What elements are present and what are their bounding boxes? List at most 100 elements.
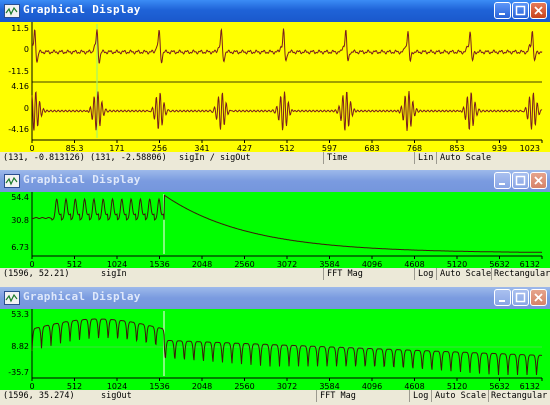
app-icon <box>4 4 20 18</box>
signal-trace-sigout <box>31 90 543 131</box>
close-button[interactable] <box>530 2 547 19</box>
x-tick-label: 5120 <box>447 382 467 390</box>
status-signal: sigIn <box>101 269 127 279</box>
x-tick-label: 1536 <box>149 382 169 390</box>
app-icon <box>4 291 20 305</box>
x-axis-ticks: 0 512 1024 1536 2048 2560 3072 3584 4096 4608 5120… <box>29 378 543 390</box>
status-signal: sigIn / sigOut <box>179 153 251 163</box>
y-tick-label: 6.73 <box>11 243 29 252</box>
window-title: Graphical Display <box>23 173 141 186</box>
close-button[interactable] <box>530 289 547 306</box>
minimize-button[interactable] <box>494 2 511 19</box>
x-tick-label: 85.3 <box>66 144 84 152</box>
plot-background <box>0 192 550 268</box>
window-title: Graphical Display <box>23 290 141 303</box>
x-tick-label: 3072 <box>277 260 297 268</box>
x-tick-label: 1536 <box>149 260 169 268</box>
plot-background <box>0 22 550 152</box>
x-tick-label: 939 <box>492 144 507 152</box>
y-tick-label: -11.5 <box>8 67 29 76</box>
y-tick-label: -35.7 <box>8 368 29 377</box>
x-tick-label: 5632 <box>489 260 509 268</box>
y-tick-label: -4.16 <box>8 125 29 134</box>
x-tick-label: 4096 <box>362 382 382 390</box>
maximize-button[interactable] <box>512 2 529 19</box>
x-tick-label: 3584 <box>319 260 339 268</box>
x-tick-label: 0 <box>29 260 34 268</box>
title-bar[interactable]: Graphical Display <box>0 287 550 309</box>
x-tick-label: 6132 <box>520 260 540 268</box>
y-tick-label: 11.5 <box>11 24 29 33</box>
x-tick-label: 597 <box>322 144 337 152</box>
x-tick-label: 4608 <box>404 382 424 390</box>
status-scale[interactable]: Lin <box>418 153 434 163</box>
status-bar: (131, -0.813126) (131, -2.58806) sigIn /… <box>0 152 550 165</box>
status-window-type[interactable]: Rectangular <box>494 269 550 279</box>
x-tick-label: 512 <box>67 260 82 268</box>
x-tick-label: 4608 <box>404 260 424 268</box>
status-coord: (1596, 52.21) <box>3 269 70 279</box>
fft-magnitude-trace <box>31 194 542 253</box>
x-tick-label: 341 <box>194 144 209 152</box>
x-axis-ticks: 0 85.3 171 256 341 427 512 597 683 768 853 939 1023 <box>29 140 543 152</box>
minimize-button[interactable] <box>494 289 511 306</box>
minimize-button[interactable] <box>494 172 511 189</box>
x-tick-label: 4096 <box>362 260 382 268</box>
status-scale[interactable]: Log <box>418 269 434 279</box>
window-title: Graphical Display <box>23 3 141 16</box>
x-tick-label: 1024 <box>107 382 127 390</box>
status-window-type[interactable]: Rectangular <box>491 391 548 401</box>
x-tick-label: 427 <box>237 144 252 152</box>
title-bar[interactable]: Graphical Display <box>0 170 550 192</box>
app-icon <box>4 174 20 188</box>
x-tick-label: 768 <box>407 144 422 152</box>
x-tick-label: 3072 <box>277 382 297 390</box>
status-axis: Time <box>327 153 348 163</box>
x-tick-label: 3584 <box>319 382 339 390</box>
x-tick-label: 6132 <box>520 382 540 390</box>
y-tick-label: 8.82 <box>11 342 29 351</box>
x-tick-label: 171 <box>109 144 124 152</box>
graphical-display-window-2: Graphical Display 54.4 30.8 6.73 0 512 102… <box>0 170 550 284</box>
x-tick-label: 2560 <box>234 382 254 390</box>
x-tick-label: 5632 <box>489 382 509 390</box>
status-mode[interactable]: Auto Scale <box>440 153 492 163</box>
status-axis: FFT Mag <box>327 269 363 279</box>
y-tick-label: 4.16 <box>11 82 29 91</box>
plot-area[interactable]: 53.3 8.82 -35.7 0 512 1024 1536 2048 2560 3072… <box>0 309 550 390</box>
fft-magnitude-trace <box>31 318 542 376</box>
signal-trace-sigin <box>31 27 543 64</box>
maximize-button[interactable] <box>512 172 529 189</box>
graphical-display-window-3: Graphical Display 53.3 8.82 -35.7 0 512 10… <box>0 287 550 405</box>
title-bar[interactable]: Graphical Display <box>0 0 550 22</box>
status-bar: (1596, 52.21) sigIn FFT Mag Log Auto Sca… <box>0 268 550 281</box>
y-tick-label: 30.8 <box>11 216 29 225</box>
x-tick-label: 512 <box>67 382 82 390</box>
y-tick-label: 53.3 <box>11 310 29 319</box>
x-tick-label: 2048 <box>192 382 212 390</box>
plot-area[interactable]: 11.5 0 -11.5 4.16 0 -4.16 0 85.3 171 256 341… <box>0 22 550 152</box>
graphical-display-window-1: Graphical Display 11.5 0 -11.5 4.16 0 -4… <box>0 0 550 167</box>
x-tick-label: 853 <box>449 144 464 152</box>
plot-area[interactable]: 54.4 30.8 6.73 0 512 1024 1536 2048 2560 3072 3… <box>0 192 550 268</box>
maximize-button[interactable] <box>512 289 529 306</box>
x-tick-label: 1023 <box>520 144 540 152</box>
status-coord: (1596, 35.274) <box>3 391 75 401</box>
x-axis-ticks: 0 512 1024 1536 2048 2560 3072 3584 4096 4608 5120… <box>29 256 543 268</box>
plot-background <box>0 309 550 390</box>
x-tick-label: 2560 <box>234 260 254 268</box>
status-axis: FFT Mag <box>320 391 356 401</box>
status-scale[interactable]: Log <box>413 391 429 401</box>
status-mode[interactable]: Auto Scale <box>440 269 492 279</box>
x-tick-label: 683 <box>364 144 379 152</box>
y-tick-label: 0 <box>24 104 29 113</box>
y-tick-label: 0 <box>24 45 29 54</box>
close-button[interactable] <box>530 172 547 189</box>
status-bar: (1596, 35.274) sigOut FFT Mag Log Auto S… <box>0 390 550 403</box>
y-tick-label: 54.4 <box>11 193 29 202</box>
status-mode[interactable]: Auto Scale <box>435 391 487 401</box>
x-tick-label: 0 <box>29 382 34 390</box>
x-tick-label: 1024 <box>107 260 127 268</box>
status-coord-2: (131, -2.58806) <box>90 153 167 163</box>
status-signal: sigOut <box>101 391 132 401</box>
